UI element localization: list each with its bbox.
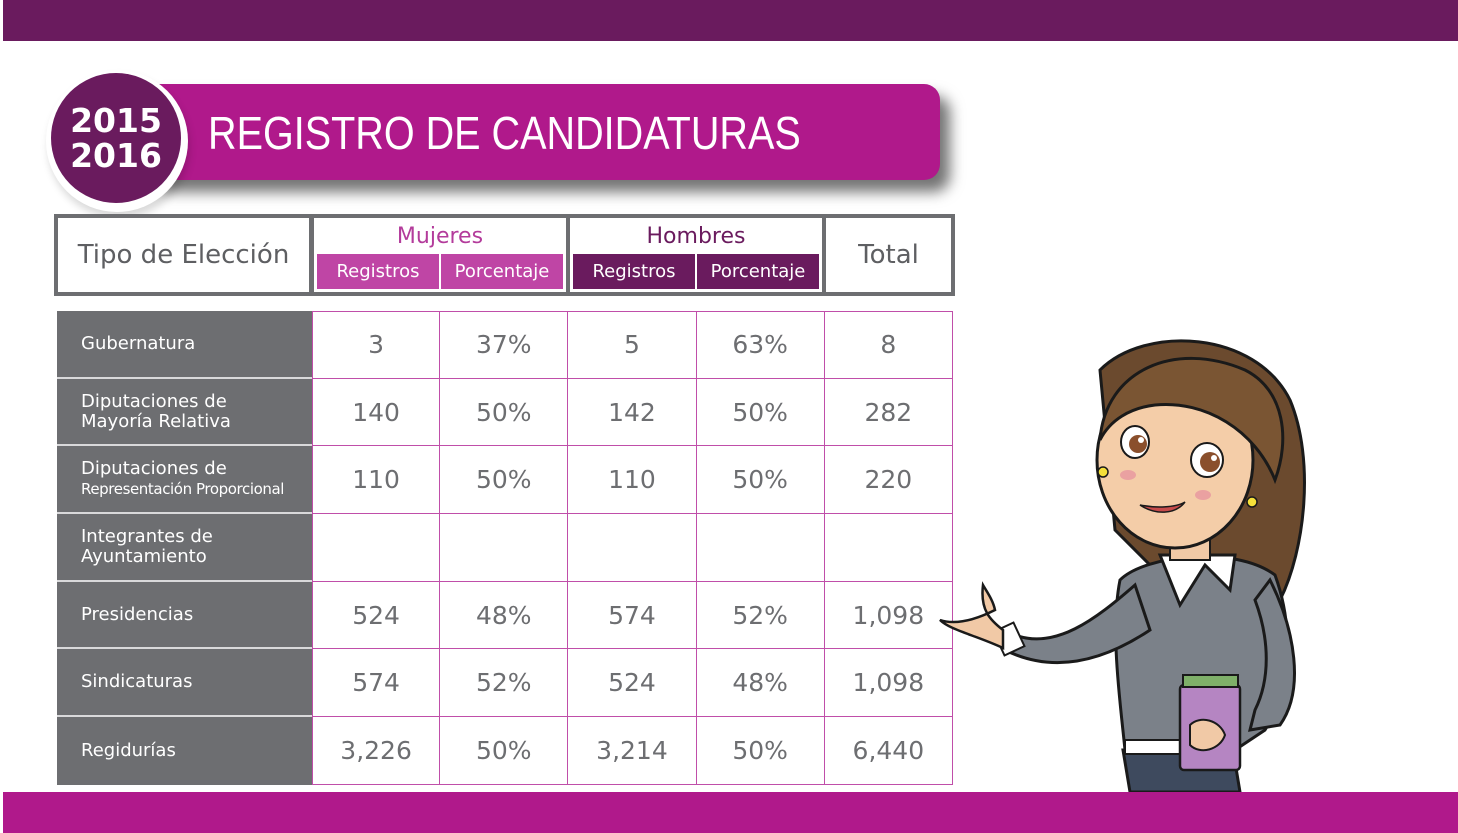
table-row: Sindicaturas 574 52% 524 48% 1,098 <box>57 649 953 718</box>
page-title: REGISTRO DE CANDIDATURAS <box>208 107 801 159</box>
title-banner: REGISTRO DE CANDIDATURAS <box>150 84 940 180</box>
mujeres-title: Mujeres <box>396 224 484 249</box>
column-header-tipo-label: Tipo de Elección <box>77 240 290 270</box>
mujeres-porcentaje-cell: 50% <box>440 446 569 515</box>
mujeres-subheaders: Registros Porcentaje <box>317 254 563 289</box>
hombres-title: Hombres <box>646 224 746 249</box>
total-cell: 6,440 <box>824 717 953 785</box>
hombres-registros-cell: 3,214 <box>568 717 697 785</box>
mujeres-porcentaje-cell: 52% <box>440 649 569 718</box>
mujeres-registros-cell: 3,226 <box>312 717 441 785</box>
row-label-sub: Representación Proporcional <box>81 480 285 499</box>
table-row: Presidencias 524 48% 574 52% 1,098 <box>57 581 953 650</box>
hombres-porcentaje-cell: 52% <box>696 581 825 650</box>
total-cell: 282 <box>824 378 953 447</box>
row-label-main: Presidencias <box>81 603 194 625</box>
hombres-porcentaje-cell: 63% <box>696 311 825 379</box>
row-label: Sindicaturas <box>57 649 312 718</box>
hombres-registros-cell: 142 <box>568 378 697 447</box>
column-group-hombres: Hombres Registros Porcentaje <box>566 214 826 296</box>
row-label-main: Regidurías <box>81 739 176 761</box>
mujeres-porcentaje-cell: 50% <box>440 378 569 447</box>
hombres-subheaders: Registros Porcentaje <box>573 254 819 289</box>
total-cell: 8 <box>824 311 953 379</box>
row-label: Diputaciones de Mayoría Relativa <box>57 378 312 447</box>
year-end: 2016 <box>70 136 162 175</box>
mujeres-registros-cell: 524 <box>312 581 441 650</box>
candidaturas-table: Gubernatura 3 37% 5 63% 8 Diputaciones d… <box>57 311 953 785</box>
mujeres-registros-cell: 110 <box>312 446 441 515</box>
year-start: 2015 <box>70 101 162 140</box>
row-label-main: Diputaciones de <box>81 458 227 480</box>
mujeres-registros-cell: 3 <box>312 311 441 379</box>
row-label-sub: Mayoría Relativa <box>81 410 231 432</box>
row-label-sub: Ayuntamiento <box>81 545 207 567</box>
hombres-registros-cell <box>568 514 697 582</box>
mujeres-registros-cell <box>312 514 441 582</box>
mujeres-registros-cell: 574 <box>312 649 441 718</box>
row-label: Presidencias <box>57 581 312 650</box>
hombres-registros-cell: 574 <box>568 581 697 650</box>
total-cell: 1,098 <box>824 581 953 650</box>
column-group-mujeres: Mujeres Registros Porcentaje <box>310 214 570 296</box>
total-cell: 1,098 <box>824 649 953 718</box>
mujeres-porcentaje-header: Porcentaje <box>441 254 563 289</box>
row-label: Integrantes de Ayuntamiento <box>57 514 312 582</box>
mujeres-porcentaje-cell: 48% <box>440 581 569 650</box>
row-label: Regidurías <box>57 717 312 785</box>
presenter-woman-illustration <box>939 339 1306 792</box>
hombres-porcentaje-cell: 50% <box>696 378 825 447</box>
total-cell <box>824 514 953 582</box>
hombres-registros-header: Registros <box>573 254 695 289</box>
hombres-porcentaje-cell: 50% <box>696 717 825 785</box>
table-row: Integrantes de Ayuntamiento <box>57 514 953 582</box>
mujeres-registros-cell: 140 <box>312 378 441 447</box>
hombres-registros-cell: 524 <box>568 649 697 718</box>
hombres-porcentaje-cell: 48% <box>696 649 825 718</box>
year-circle: 2015 2016 <box>51 73 181 203</box>
column-header-total-label: Total <box>858 240 919 270</box>
row-label: Gubernatura <box>57 311 312 379</box>
table-row: Diputaciones de Representación Proporcio… <box>57 446 953 515</box>
hombres-registros-cell: 5 <box>568 311 697 379</box>
hombres-registros-cell: 110 <box>568 446 697 515</box>
column-header-tipo: Tipo de Elección <box>54 214 313 296</box>
table-row: Diputaciones de Mayoría Relativa 140 50%… <box>57 378 953 447</box>
table-row: Gubernatura 3 37% 5 63% 8 <box>57 311 953 379</box>
row-label-main: Diputaciones de <box>81 390 227 412</box>
total-cell: 220 <box>824 446 953 515</box>
column-header-total: Total <box>822 214 955 296</box>
bottom-banner-bar <box>3 792 1458 833</box>
mujeres-porcentaje-cell: 37% <box>440 311 569 379</box>
hombres-porcentaje-header: Porcentaje <box>697 254 819 289</box>
mujeres-registros-header: Registros <box>317 254 439 289</box>
row-label-main: Sindicaturas <box>81 671 193 693</box>
row-label: Diputaciones de Representación Proporcio… <box>57 446 312 515</box>
year-badge: 2015 2016 <box>46 70 188 212</box>
top-banner-bar <box>3 0 1458 41</box>
mujeres-porcentaje-cell <box>440 514 569 582</box>
hombres-porcentaje-cell <box>696 514 825 582</box>
row-label-main: Integrantes de <box>81 525 213 547</box>
table-row: Regidurías 3,226 50% 3,214 50% 6,440 <box>57 717 953 785</box>
hombres-porcentaje-cell: 50% <box>696 446 825 515</box>
mujeres-porcentaje-cell: 50% <box>440 717 569 785</box>
row-label-main: Gubernatura <box>81 332 196 354</box>
